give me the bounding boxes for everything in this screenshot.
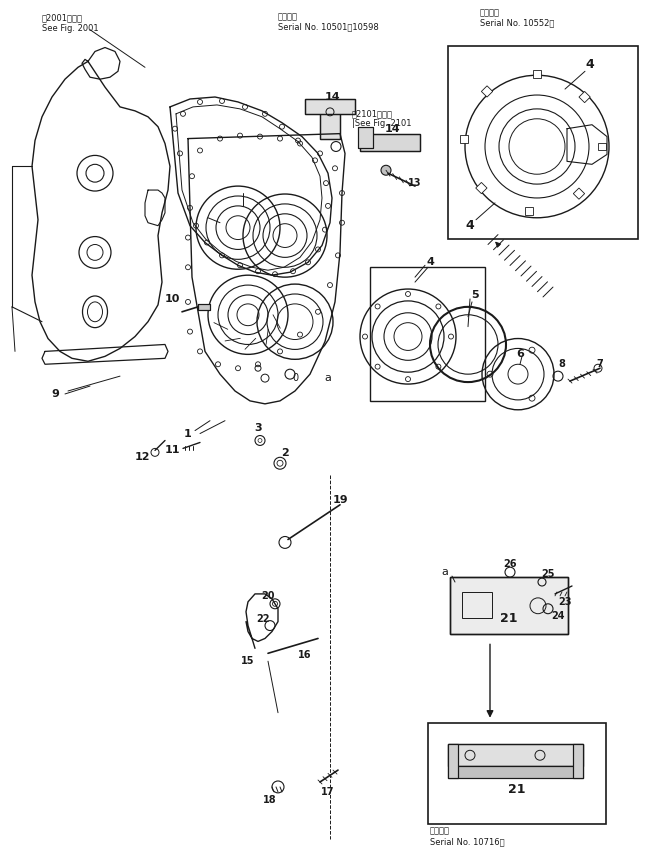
Text: 6: 6 (516, 350, 524, 359)
Bar (448, 766, 583, 778)
Bar (598, 143, 606, 150)
Text: 17: 17 (321, 787, 335, 797)
Text: 26: 26 (503, 559, 517, 569)
Text: 4: 4 (585, 58, 594, 70)
Text: 4: 4 (426, 257, 434, 267)
Bar (358, 127, 373, 149)
Text: a: a (324, 373, 332, 383)
Text: 19: 19 (332, 495, 348, 505)
Text: 22: 22 (256, 614, 269, 624)
Bar (475, 183, 487, 194)
Bar (448, 766, 583, 778)
Bar (574, 188, 585, 200)
Bar (481, 86, 492, 97)
Text: 21: 21 (500, 612, 518, 625)
Text: 15: 15 (241, 656, 255, 666)
Bar (305, 99, 355, 114)
Bar (573, 745, 583, 778)
Text: 21: 21 (508, 784, 526, 796)
Bar (360, 133, 420, 151)
Text: 適用号機
Serial No. 10552～: 適用号機 Serial No. 10552～ (480, 8, 555, 27)
Bar (450, 577, 568, 634)
Bar (462, 592, 492, 618)
Text: 7: 7 (596, 359, 604, 369)
Bar (320, 104, 340, 138)
Bar (428, 722, 606, 824)
Text: 8: 8 (559, 359, 566, 369)
Text: 第2101図参照
|See Fig. 2101: 第2101図参照 |See Fig. 2101 (352, 109, 411, 128)
Text: 14: 14 (325, 92, 341, 102)
Bar (573, 745, 583, 778)
Bar (450, 577, 568, 634)
Text: 20: 20 (261, 591, 275, 601)
Bar (460, 135, 468, 143)
Bar (370, 267, 485, 401)
Text: 18: 18 (263, 795, 277, 805)
Bar (358, 127, 373, 149)
Text: 13: 13 (408, 178, 422, 188)
Text: 25: 25 (542, 569, 555, 579)
Bar (448, 745, 458, 778)
Text: 適用号機
Serial No. 10716～: 適用号機 Serial No. 10716～ (430, 827, 505, 846)
Text: 11: 11 (164, 446, 180, 455)
Bar (448, 46, 638, 239)
Bar (305, 99, 355, 114)
Text: a: a (441, 567, 449, 577)
Text: 24: 24 (551, 610, 565, 621)
Bar (448, 745, 458, 778)
Text: 16: 16 (298, 650, 312, 661)
Text: 3: 3 (254, 423, 262, 433)
Bar (448, 745, 583, 766)
Text: 2: 2 (281, 448, 289, 458)
Text: 5: 5 (471, 290, 479, 300)
Bar (448, 745, 583, 766)
Bar (320, 104, 340, 138)
Text: 12: 12 (134, 453, 150, 463)
Text: 1: 1 (184, 429, 192, 439)
Bar (525, 207, 533, 215)
Circle shape (381, 166, 391, 175)
Text: 23: 23 (559, 597, 572, 607)
Bar (360, 133, 420, 151)
Text: 10: 10 (164, 294, 180, 304)
Text: 第2001図参照
See Fig. 2001: 第2001図参照 See Fig. 2001 (42, 14, 99, 33)
Text: 4: 4 (466, 219, 474, 232)
Text: 適用号機
Serial No. 10501～10598: 適用号機 Serial No. 10501～10598 (278, 12, 379, 31)
Bar (198, 304, 210, 310)
Bar (533, 70, 541, 78)
Text: 9: 9 (51, 389, 59, 399)
Text: 14: 14 (385, 124, 401, 133)
Bar (579, 92, 591, 103)
Text: 0: 0 (292, 373, 298, 383)
Bar (198, 304, 210, 310)
